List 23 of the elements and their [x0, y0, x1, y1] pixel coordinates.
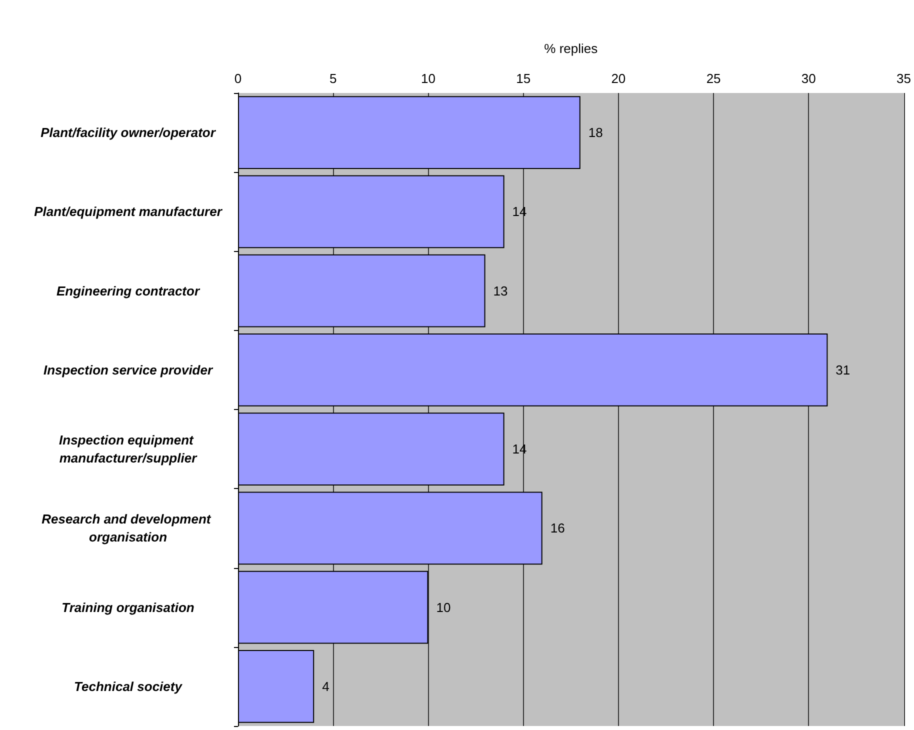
y-tick-label: Plant/equipment manufacturer [34, 204, 223, 220]
y-tick-label: Inspection equipment manufacturer/supplier [59, 432, 198, 466]
x-tick-label: 15 [516, 71, 531, 86]
x-tick-label: 10 [420, 71, 436, 86]
x-tick-label: 20 [611, 71, 626, 86]
x-tick-label: 35 [896, 71, 912, 86]
data-label: 13 [493, 283, 508, 298]
data-label: 10 [436, 600, 451, 615]
y-tick-label: Engineering contractor [56, 283, 200, 298]
data-label: 18 [588, 125, 603, 140]
x-tick-label: 0 [234, 71, 242, 86]
data-label: 4 [322, 678, 330, 694]
y-tick-label: Technical society [74, 678, 183, 694]
y-tick-label: Inspection service provider [43, 362, 214, 378]
y-tick-label: Plant/facility owner/operator [40, 125, 216, 140]
data-label: 31 [836, 362, 850, 378]
x-axis-title: % replies [544, 41, 598, 56]
x-tick-label: 5 [329, 71, 337, 86]
y-tick-label: Training organisation [62, 600, 194, 615]
x-tick-label: 30 [801, 71, 816, 86]
y-tick-label: Research and development organisation [42, 512, 214, 545]
x-tick-label: 25 [706, 71, 721, 86]
data-label: 16 [550, 520, 565, 536]
